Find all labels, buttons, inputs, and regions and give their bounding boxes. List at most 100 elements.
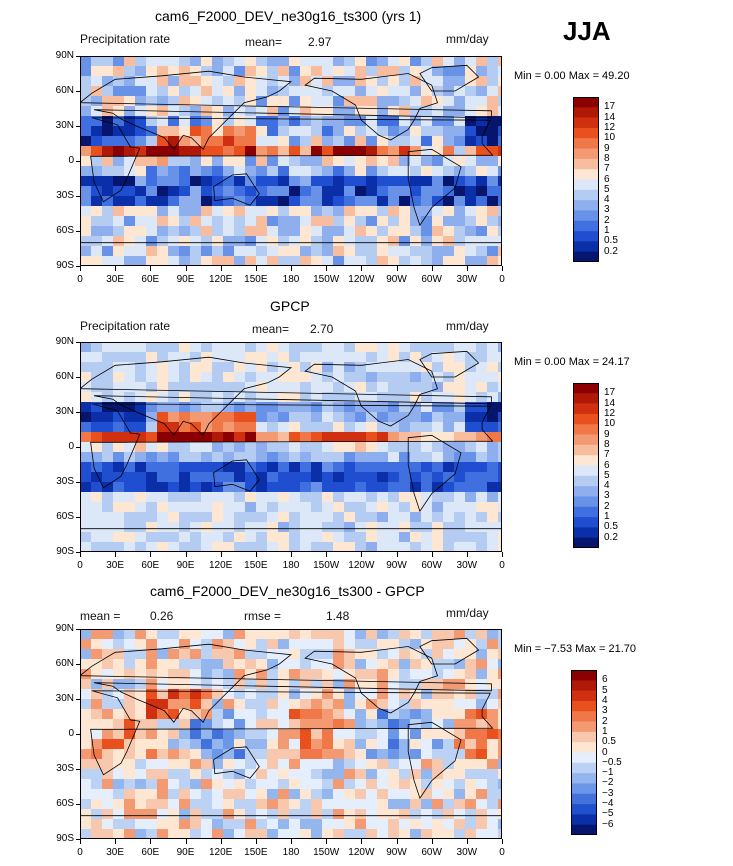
field-cell [157, 629, 169, 640]
field-cell [498, 96, 502, 107]
field-cell [311, 679, 323, 690]
field-cell [102, 246, 114, 257]
field-cell [311, 206, 323, 217]
field-cell [454, 96, 466, 107]
latitude-label: 60S [56, 225, 74, 236]
field-cell [399, 799, 411, 810]
field-cell [421, 196, 433, 207]
field-cell [333, 492, 345, 503]
field-cell [465, 532, 477, 543]
field-cell [498, 226, 502, 237]
field-cell [157, 769, 169, 780]
field-cell [333, 392, 345, 403]
field-cell [289, 126, 301, 137]
field-cell [201, 196, 213, 207]
field-cell [454, 382, 466, 393]
field-cell [388, 256, 400, 266]
field-cell [432, 819, 444, 830]
field-cell [333, 372, 345, 383]
field-cell [410, 56, 422, 67]
longitude-label: 0 [77, 560, 83, 571]
field-cell [399, 146, 411, 157]
field-cell [201, 372, 213, 383]
field-cell [223, 649, 235, 660]
field-cell [388, 532, 400, 543]
field-cell [113, 709, 125, 720]
field-cell [91, 56, 103, 67]
field-cell [366, 492, 378, 503]
field-cell [146, 699, 158, 710]
field-cell [443, 362, 455, 373]
field-cell [80, 106, 92, 117]
field-cell [443, 352, 455, 363]
field-cell [289, 639, 301, 650]
field-cell [377, 502, 389, 513]
field-cell [135, 392, 147, 403]
field-cell [190, 392, 202, 403]
field-cell [322, 749, 334, 760]
field-cell [322, 106, 334, 117]
field-cell [476, 362, 488, 373]
field-cell [278, 452, 290, 463]
field-cell [234, 166, 246, 177]
field-cell [113, 819, 125, 830]
field-cell [289, 492, 301, 503]
field-cell [168, 492, 180, 503]
field-cell [278, 829, 290, 839]
field-cell [234, 342, 246, 353]
field-cell [201, 246, 213, 257]
field-cell [443, 342, 455, 353]
field-cell [201, 116, 213, 127]
field-cell [113, 769, 125, 780]
field-cell [234, 86, 246, 97]
field-cell [366, 256, 378, 266]
field-cell [278, 659, 290, 670]
field-cell [267, 729, 279, 740]
field-cell [212, 729, 224, 740]
coastline [213, 173, 260, 206]
field-cell [399, 442, 411, 453]
field-cell [234, 462, 246, 473]
field-cell [157, 719, 169, 730]
field-cell [91, 176, 103, 187]
field-cell [201, 442, 213, 453]
field-cell [465, 432, 477, 443]
field-cell [487, 106, 499, 117]
field-cell [421, 649, 433, 660]
field-cell [201, 669, 213, 680]
field-cell [113, 362, 125, 373]
field-cell [377, 372, 389, 383]
field-cell [421, 166, 433, 177]
field-cell [267, 659, 279, 670]
field-cell [289, 96, 301, 107]
field-cell [399, 352, 411, 363]
field-cell [443, 759, 455, 770]
field-cell [212, 106, 224, 117]
field-cell [432, 66, 444, 77]
field-cell [322, 769, 334, 780]
field-cell [410, 492, 422, 503]
field-cell [113, 532, 125, 543]
field-cell [102, 382, 114, 393]
field-cell [333, 689, 345, 700]
field-cell [179, 462, 191, 473]
field-cell [267, 66, 279, 77]
field-cell [355, 166, 367, 177]
field-cell [234, 96, 246, 107]
field-cell [278, 542, 290, 552]
field-cell [256, 342, 268, 353]
field-cell [256, 502, 268, 513]
field-cell [377, 629, 389, 640]
field-cell [454, 689, 466, 700]
field-cell [311, 226, 323, 237]
field-cell [355, 512, 367, 523]
field-cell [476, 372, 488, 383]
field-cell [355, 729, 367, 740]
field-cell [91, 206, 103, 217]
coastline [80, 643, 492, 723]
field-cell [201, 769, 213, 780]
field-cell [344, 502, 356, 513]
field-cell [267, 639, 279, 650]
coastline [407, 434, 462, 513]
field-cell [333, 412, 345, 423]
